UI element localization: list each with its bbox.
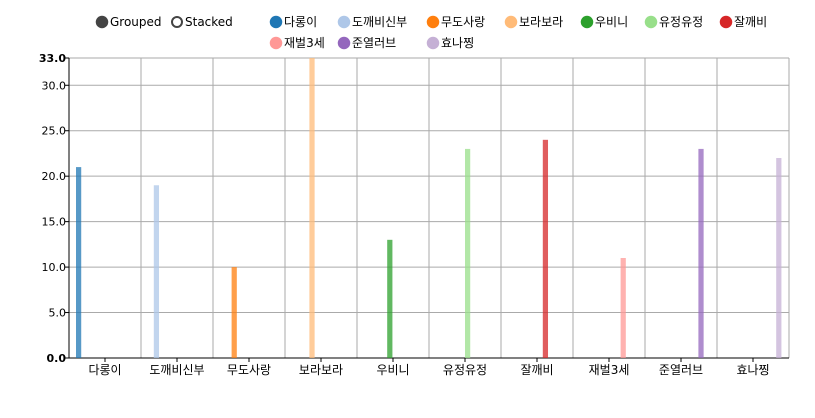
x-axis: 다롱이 도깨비신부 무도사랑 보라보라 우비니 유정유정 잘깨비 재벌3세 준열러브 효나찡 (69, 357, 789, 377)
legend-label[interactable]: 무도사랑 (441, 15, 485, 29)
bar[interactable] (153, 185, 160, 358)
legend-item[interactable]: 잘깨비 (719, 15, 768, 29)
legend-swatch[interactable] (504, 15, 518, 29)
x-tick-label: 유정유정 (443, 363, 487, 377)
legend-swatch[interactable] (337, 15, 351, 29)
legend-swatch[interactable] (719, 15, 733, 29)
bar[interactable] (76, 167, 82, 358)
legend-item[interactable]: 우비니 (580, 15, 629, 29)
legend-swatch[interactable] (426, 36, 440, 50)
grouped-label[interactable]: Grouped (110, 15, 162, 29)
grouped-radio-dot[interactable] (95, 15, 109, 29)
legend-label[interactable]: 보라보라 (519, 15, 563, 29)
legend-label[interactable]: 효나찡 (441, 36, 474, 50)
x-tick-label: 우비니 (376, 363, 409, 377)
stacked-radio[interactable]: Stacked (171, 15, 233, 29)
mode-controls: Grouped Stacked (95, 15, 233, 29)
bar[interactable] (465, 148, 471, 358)
legend-swatch[interactable] (644, 15, 658, 29)
legend-item[interactable]: 재벌3세 (269, 36, 325, 50)
stacked-radio-dot[interactable] (171, 16, 183, 28)
grouped-radio[interactable]: Grouped (95, 15, 162, 29)
y-tick-label: 25.0 (42, 125, 67, 138)
legend-item[interactable]: 효나찡 (426, 36, 475, 50)
bar[interactable] (309, 58, 315, 358)
legend-item[interactable]: 도깨비신부 (337, 15, 408, 29)
bar[interactable] (542, 139, 549, 358)
y-axis: 0.0 5.0 10.0 15.0 20.0 25.0 30.0 33.0 (39, 52, 70, 365)
legend-item[interactable]: 무도사랑 (426, 15, 486, 29)
legend-swatch[interactable] (269, 15, 283, 29)
legend-label[interactable]: 우비니 (595, 15, 628, 29)
x-tick-label: 보라보라 (299, 363, 343, 377)
legend-label[interactable]: 도깨비신부 (352, 15, 407, 29)
stacked-label[interactable]: Stacked (185, 15, 233, 29)
bar[interactable] (698, 148, 704, 358)
y-tick-label: 5.0 (49, 307, 67, 320)
y-tick-label: 0.0 (47, 352, 67, 365)
y-tick-label: 33.0 (39, 52, 66, 65)
y-tick-label: 20.0 (42, 170, 67, 183)
grid (68, 57, 790, 359)
legend-swatch[interactable] (580, 15, 594, 29)
bar[interactable] (231, 267, 237, 358)
legend-label[interactable]: 유정유정 (659, 15, 703, 29)
legend-swatch[interactable] (269, 36, 283, 50)
legend-item[interactable]: 준열러브 (337, 36, 397, 50)
x-tick-label: 효나찡 (736, 363, 769, 377)
legend-label[interactable]: 다롱이 (284, 15, 317, 29)
x-tick-label: 다롱이 (88, 363, 121, 377)
y-tick-label: 10.0 (42, 261, 67, 274)
bar[interactable] (387, 239, 393, 358)
x-tick-label: 도깨비신부 (149, 363, 204, 377)
x-tick-label: 준열러브 (659, 363, 703, 377)
legend-item[interactable]: 유정유정 (644, 15, 704, 29)
y-tick-label: 30.0 (42, 79, 67, 92)
legend-item[interactable]: 보라보라 (504, 15, 564, 29)
x-tick-label: 잘깨비 (520, 363, 553, 377)
legend-label[interactable]: 재벌3세 (284, 36, 325, 50)
legend-label[interactable]: 준열러브 (352, 36, 396, 50)
bars (76, 58, 782, 358)
bar[interactable] (620, 258, 626, 358)
y-tick-label: 15.0 (42, 216, 67, 229)
legend-item[interactable]: 다롱이 (269, 15, 318, 29)
x-tick-label: 무도사랑 (227, 363, 271, 377)
legend-swatch[interactable] (337, 36, 351, 50)
legend-label[interactable]: 잘깨비 (734, 15, 767, 29)
legend-swatch[interactable] (426, 15, 440, 29)
bar[interactable] (776, 158, 782, 358)
x-tick-label: 재벌3세 (589, 363, 630, 377)
